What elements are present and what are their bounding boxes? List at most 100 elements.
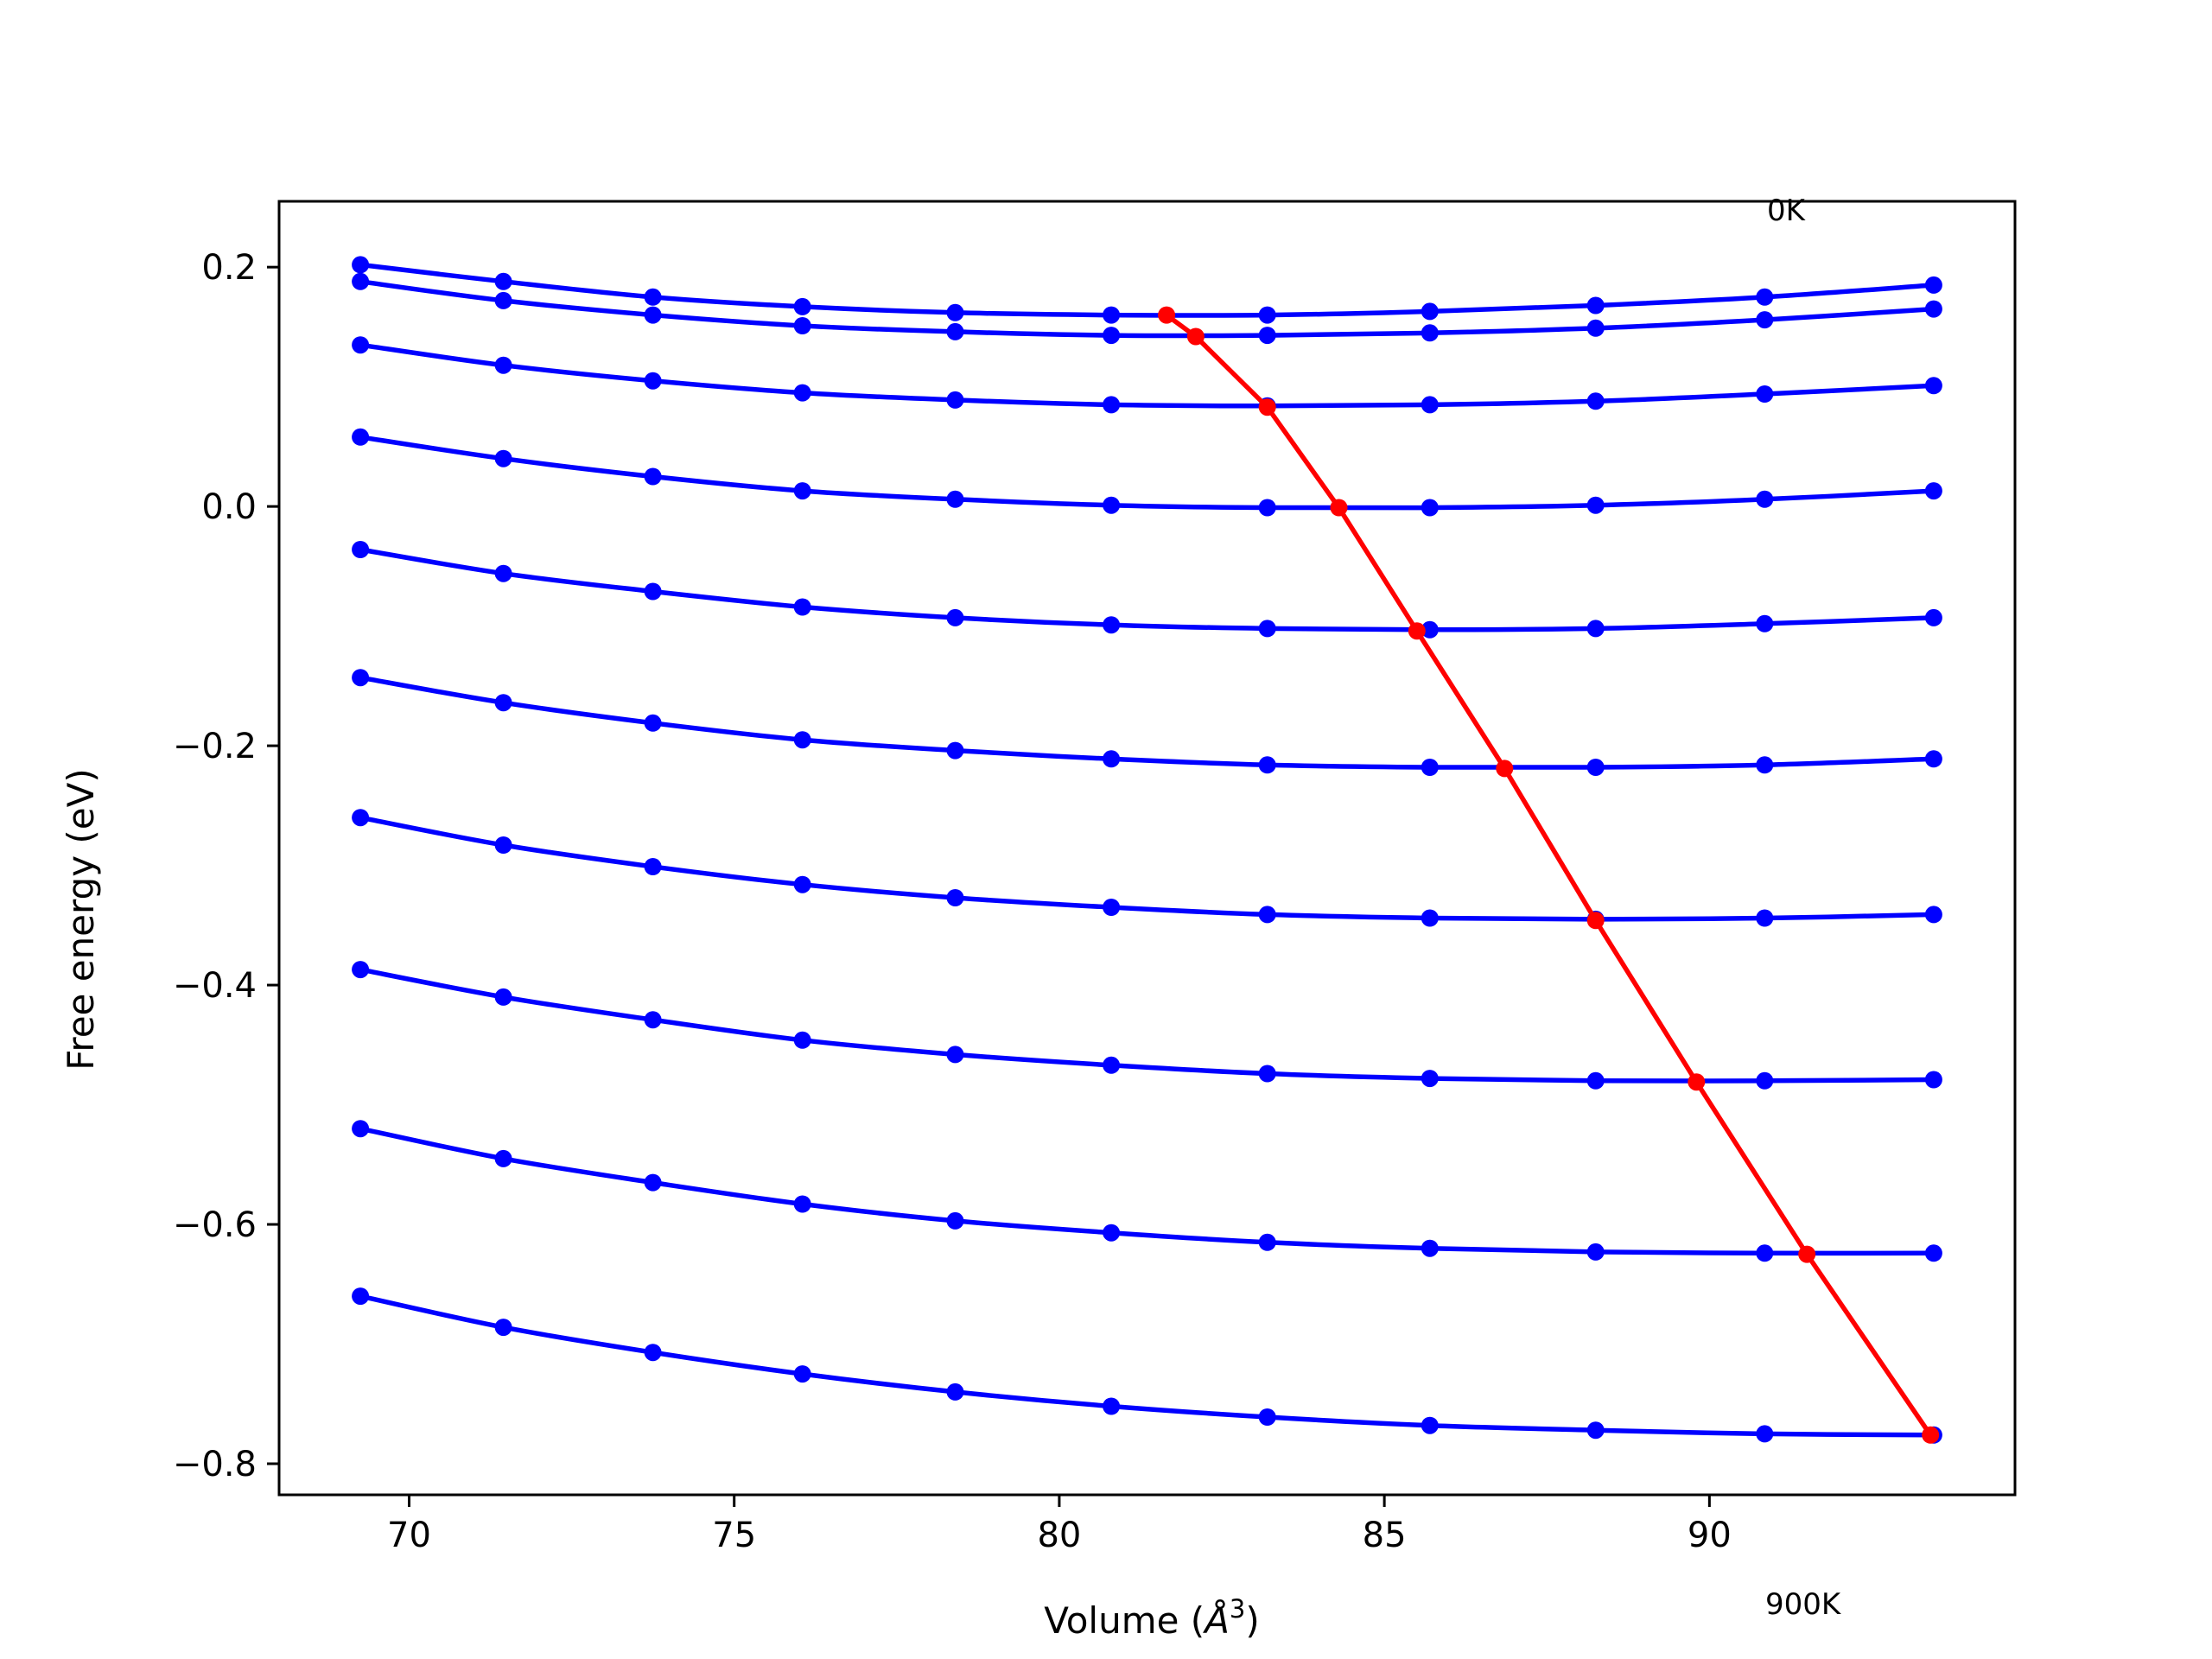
- y-axis-title: Free energy (eV): [60, 768, 102, 1071]
- isotherm-point: [1421, 759, 1439, 776]
- isotherm-point: [644, 1344, 662, 1362]
- isotherm-point: [1586, 759, 1605, 776]
- isotherm-point: [793, 1031, 811, 1049]
- isotherm-series-3: [352, 428, 1942, 517]
- isotherm-point: [946, 391, 964, 409]
- isotherm-point: [793, 731, 811, 749]
- isotherm-point: [494, 1149, 512, 1167]
- isotherm-point: [644, 306, 662, 324]
- isotherm-point: [1924, 300, 1942, 318]
- isotherm-point: [1258, 327, 1276, 345]
- isotherm-point: [352, 961, 370, 979]
- isotherm-point: [1756, 614, 1774, 632]
- isotherm-point: [946, 889, 964, 906]
- isotherm-point: [1103, 306, 1121, 324]
- y-axis-ticks: 0.2 0.0 −0.2 −0.4 −0.6 −0.8: [173, 248, 279, 1484]
- isotherm-point: [644, 372, 662, 390]
- isotherm-point: [644, 467, 662, 486]
- isotherm-point: [494, 272, 512, 290]
- isotherm-point: [1756, 1425, 1774, 1443]
- isotherm-point: [1421, 396, 1439, 414]
- isotherm-point: [352, 256, 370, 274]
- isotherm-point: [1103, 327, 1121, 345]
- minimum-point: [1586, 912, 1605, 930]
- x-tick-label: 75: [712, 1516, 756, 1555]
- annotation-top: 0K: [1767, 194, 1807, 228]
- x-axis-title-exponent: 3: [1230, 1594, 1245, 1624]
- isotherm-point: [1924, 750, 1942, 768]
- isotherm-point: [352, 272, 370, 290]
- isotherm-series-4: [352, 541, 1942, 639]
- minimum-point: [1258, 398, 1276, 416]
- isotherm-point: [494, 291, 512, 309]
- isotherm-point: [1756, 756, 1774, 774]
- isotherm-point: [793, 875, 811, 893]
- isotherm-point: [1103, 750, 1121, 768]
- isotherm-point: [644, 1011, 662, 1029]
- x-tick-label: 85: [1363, 1516, 1407, 1555]
- isotherm-series-5: [352, 669, 1942, 776]
- isotherm-point: [793, 598, 811, 616]
- isotherm-point: [1756, 288, 1774, 306]
- isotherm-point: [1586, 620, 1605, 638]
- plot-background: [279, 201, 2015, 1495]
- isotherm-point: [1924, 276, 1942, 294]
- isotherm-point: [1756, 385, 1774, 403]
- isotherm-point: [793, 1365, 811, 1383]
- x-axis-title-main: Volume (: [1044, 1599, 1205, 1642]
- isotherm-point: [1258, 1408, 1276, 1426]
- isotherm-point: [352, 669, 370, 687]
- isotherm-point: [1421, 499, 1439, 517]
- isotherm-point: [352, 1287, 370, 1306]
- x-axis-title-unit: Å: [1202, 1599, 1230, 1642]
- isotherm-point: [1421, 620, 1439, 639]
- isotherm-point: [1421, 324, 1439, 342]
- minimum-point: [1158, 306, 1176, 324]
- isotherm-point: [352, 1120, 370, 1138]
- isotherm-point: [793, 482, 811, 500]
- isotherm-point: [1924, 482, 1942, 500]
- isotherm-point: [946, 741, 964, 760]
- isotherm-point: [1421, 1239, 1439, 1257]
- isotherm-point: [1586, 296, 1605, 315]
- isotherm-point: [1103, 496, 1121, 514]
- isotherm-point: [1756, 1071, 1774, 1090]
- isotherm-point: [1103, 899, 1121, 916]
- isotherm-point: [1258, 306, 1276, 324]
- isotherm-point: [1258, 756, 1276, 774]
- isotherm-point: [793, 297, 811, 315]
- minimum-point: [1496, 760, 1514, 778]
- isotherm-point: [1586, 1421, 1605, 1440]
- y-tick-label: 0.0: [201, 487, 257, 527]
- y-tick-label: −0.4: [173, 966, 257, 1006]
- x-axis-title: Volume (Å3): [1044, 1594, 1260, 1642]
- y-tick-label: −0.2: [173, 727, 257, 766]
- isotherm-point: [1924, 377, 1942, 395]
- y-tick-label: 0.2: [201, 248, 257, 288]
- isotherm-point: [946, 1046, 964, 1064]
- y-tick-label: −0.8: [173, 1445, 257, 1484]
- isotherm-point: [1756, 311, 1774, 329]
- minimum-point: [1186, 327, 1205, 346]
- isotherm-point: [946, 490, 964, 508]
- isotherm-point: [494, 836, 512, 854]
- x-axis-title-close: ): [1245, 1599, 1259, 1642]
- minimum-line: [1165, 313, 1933, 1437]
- isotherm-series-7: [352, 961, 1942, 1090]
- isotherm-point: [1924, 1244, 1942, 1262]
- isotherm-point: [1421, 302, 1439, 321]
- y-tick-label: −0.6: [173, 1205, 257, 1245]
- isotherm-point: [644, 858, 662, 875]
- isotherm-point: [1103, 1056, 1121, 1074]
- isotherm-point: [1258, 906, 1276, 924]
- isotherm-point: [793, 384, 811, 402]
- plot-area: [279, 201, 2015, 1495]
- isotherm-point: [1586, 392, 1605, 410]
- minimum-point: [1408, 622, 1426, 640]
- axes-frame: [277, 200, 2017, 1497]
- isotherm-point: [1924, 608, 1942, 626]
- minimum-curve-layer: [1158, 306, 1940, 1444]
- minimum-point: [1798, 1245, 1816, 1263]
- isotherm-point: [1421, 1416, 1439, 1434]
